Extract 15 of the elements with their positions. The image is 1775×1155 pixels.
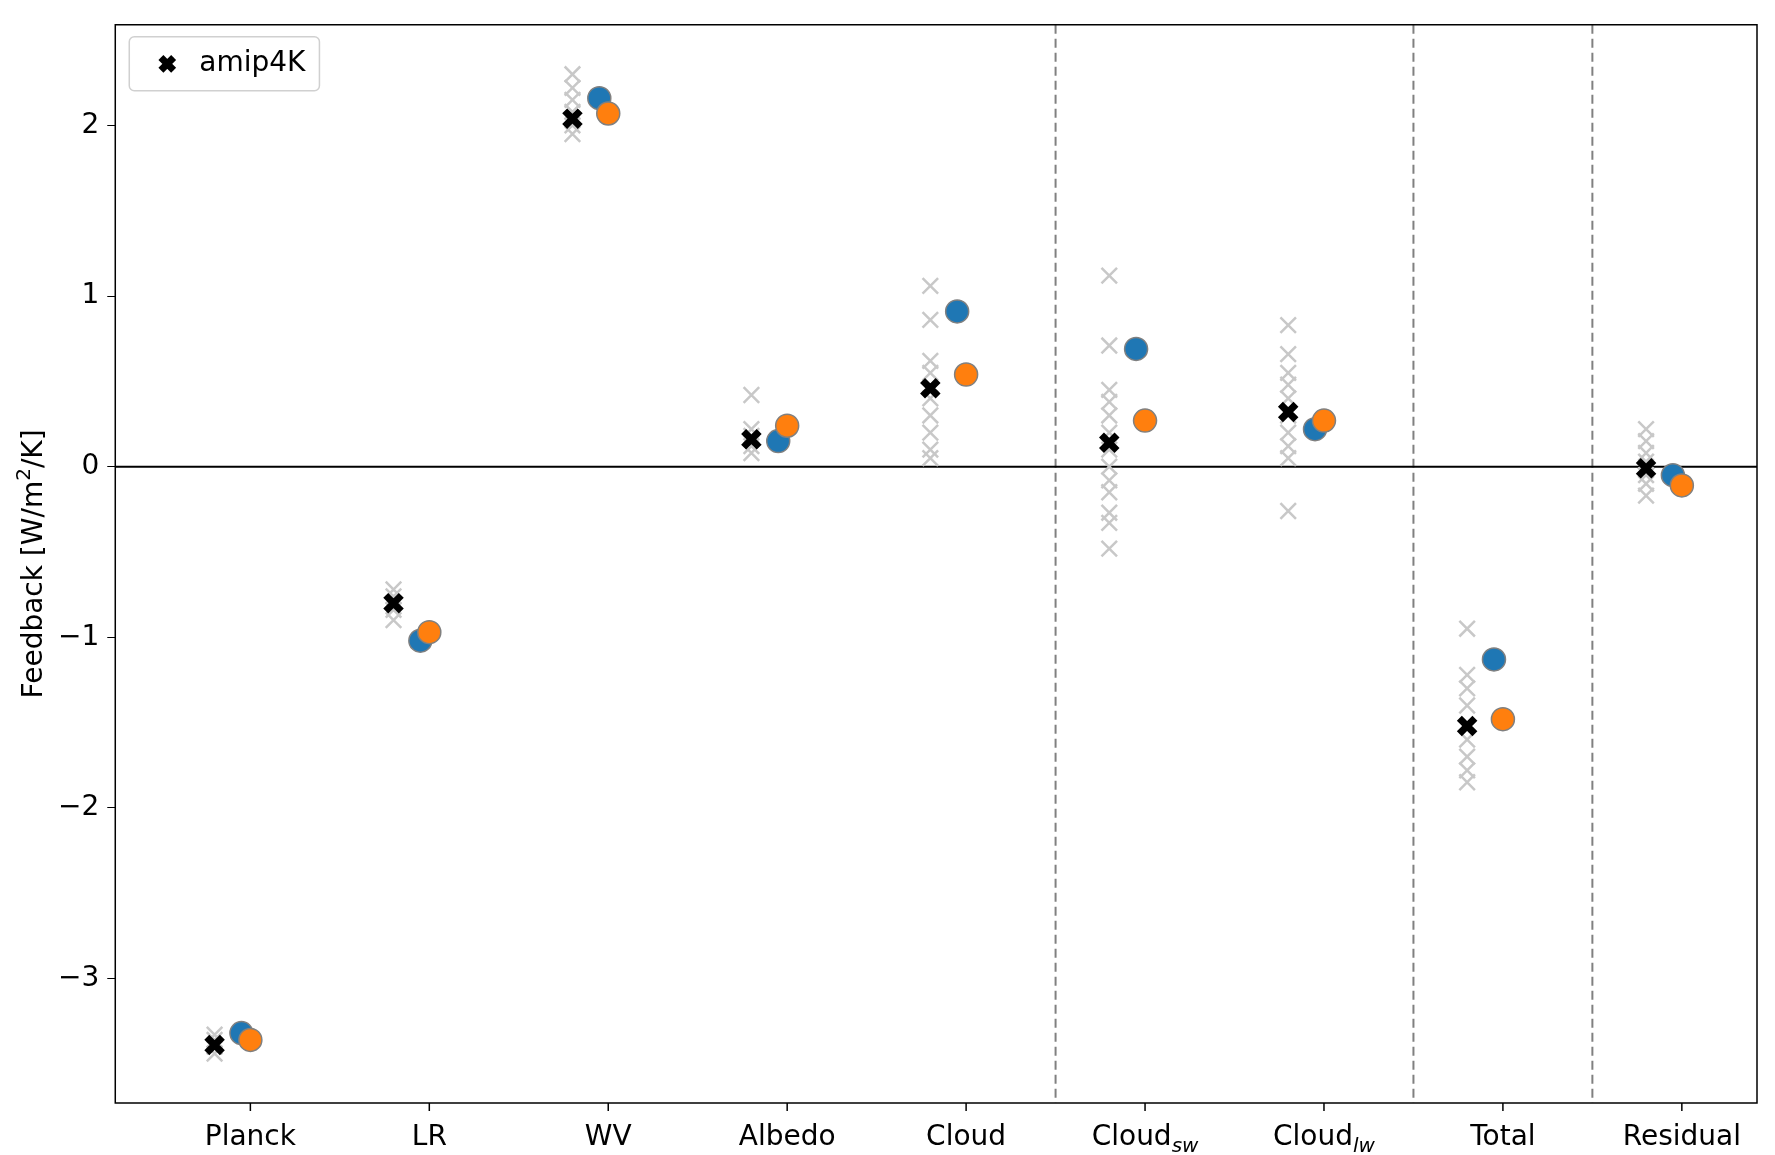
y-tick-label: 0: [81, 447, 100, 481]
y-tick-label: −1: [57, 618, 100, 652]
legend-label: amip4K: [199, 45, 307, 79]
y-tick-label: 1: [81, 277, 100, 311]
y-axis-title: Feedback [W/m2/K]: [11, 429, 49, 699]
x-tick-label: Cloud: [926, 1119, 1007, 1152]
x-tick-label: Residual: [1622, 1119, 1741, 1152]
x-tick-label: Total: [1469, 1119, 1536, 1152]
y-tick-label: 2: [81, 106, 100, 140]
y-tick-label: −2: [57, 789, 100, 823]
x-tick-label: LR: [411, 1119, 447, 1152]
y-tick-label: −3: [57, 959, 100, 993]
x-tick-label: WV: [584, 1119, 632, 1152]
x-tick-label: Planck: [204, 1119, 297, 1152]
x-tick-label: Albedo: [738, 1119, 836, 1152]
